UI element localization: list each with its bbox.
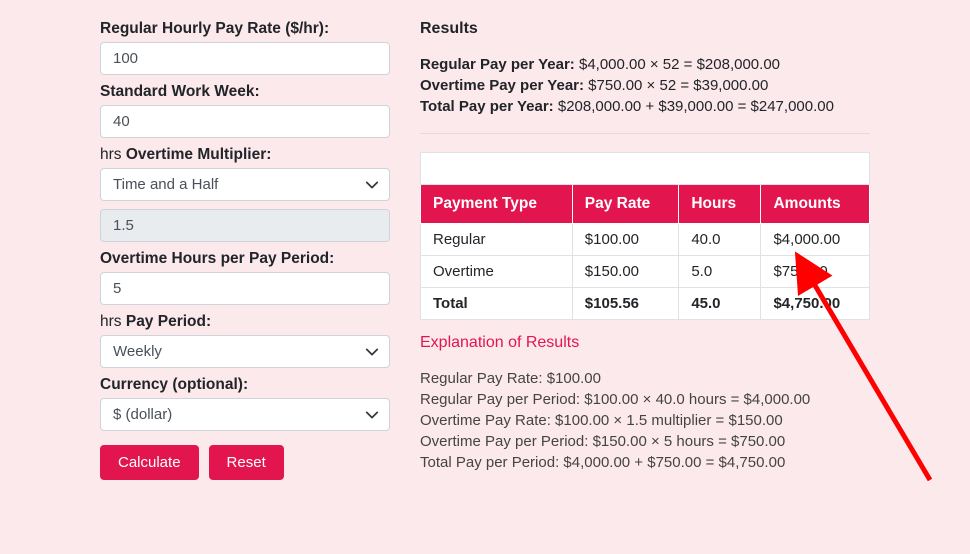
th-pay-rate: Pay Rate (572, 185, 679, 224)
results-title: Results (420, 20, 870, 38)
payperiod-select[interactable]: Weekly (100, 335, 390, 368)
week-label: Standard Work Week: (100, 83, 390, 101)
table-row: Overtime $150.00 5.0 $750.00 (421, 256, 870, 288)
calculate-button[interactable]: Calculate (100, 445, 199, 480)
results-table: Overtime (OT) Calculator – Results Payme… (420, 152, 870, 320)
results-column: Results Regular Pay per Year: $4,000.00 … (420, 20, 870, 480)
th-hours: Hours (679, 185, 761, 224)
multiplier-value (100, 209, 390, 242)
explanation-line: Overtime Pay per Period: $150.00 × 5 hou… (420, 433, 870, 450)
week-input[interactable] (100, 105, 390, 138)
divider (420, 133, 870, 134)
explanation-line: Regular Pay Rate: $100.00 (420, 370, 870, 387)
th-payment-type: Payment Type (421, 185, 573, 224)
th-amounts: Amounts (761, 185, 870, 224)
rate-input[interactable] (100, 42, 390, 75)
multiplier-select[interactable]: Time and a Half (100, 168, 390, 201)
othours-input[interactable] (100, 272, 390, 305)
reg-pay-year: Regular Pay per Year: $4,000.00 × 52 = $… (420, 56, 870, 73)
explanation-line: Total Pay per Period: $4,000.00 + $750.0… (420, 454, 870, 471)
currency-select[interactable]: $ (dollar) (100, 398, 390, 431)
explanation-title: Explanation of Results (420, 334, 870, 352)
rate-label: Regular Hourly Pay Rate ($/hr): (100, 20, 390, 38)
button-row: Calculate Reset (100, 445, 390, 480)
othours-label: Overtime Hours per Pay Period: (100, 250, 390, 268)
payperiod-prefix: hrs (100, 313, 122, 330)
multiplier-prefix: hrs (100, 146, 122, 163)
table-title: Overtime (OT) Calculator – Results (421, 153, 870, 185)
form-column: Regular Hourly Pay Rate ($/hr): Standard… (100, 20, 390, 480)
reset-button[interactable]: Reset (209, 445, 284, 480)
currency-label: Currency (optional): (100, 376, 390, 394)
table-header-row: Payment Type Pay Rate Hours Amounts (421, 185, 870, 224)
total-pay-year: Total Pay per Year: $208,000.00 + $39,00… (420, 98, 870, 115)
table-total-row: Total $105.56 45.0 $4,750.00 (421, 288, 870, 320)
explanation-line: Overtime Pay Rate: $100.00 × 1.5 multipl… (420, 412, 870, 429)
ot-pay-year: Overtime Pay per Year: $750.00 × 52 = $3… (420, 77, 870, 94)
explanation-line: Regular Pay per Period: $100.00 × 40.0 h… (420, 391, 870, 408)
payperiod-label: hrs Pay Period: (100, 313, 390, 331)
multiplier-label: hrs Overtime Multiplier: (100, 146, 390, 164)
table-row: Regular $100.00 40.0 $4,000.00 (421, 224, 870, 256)
